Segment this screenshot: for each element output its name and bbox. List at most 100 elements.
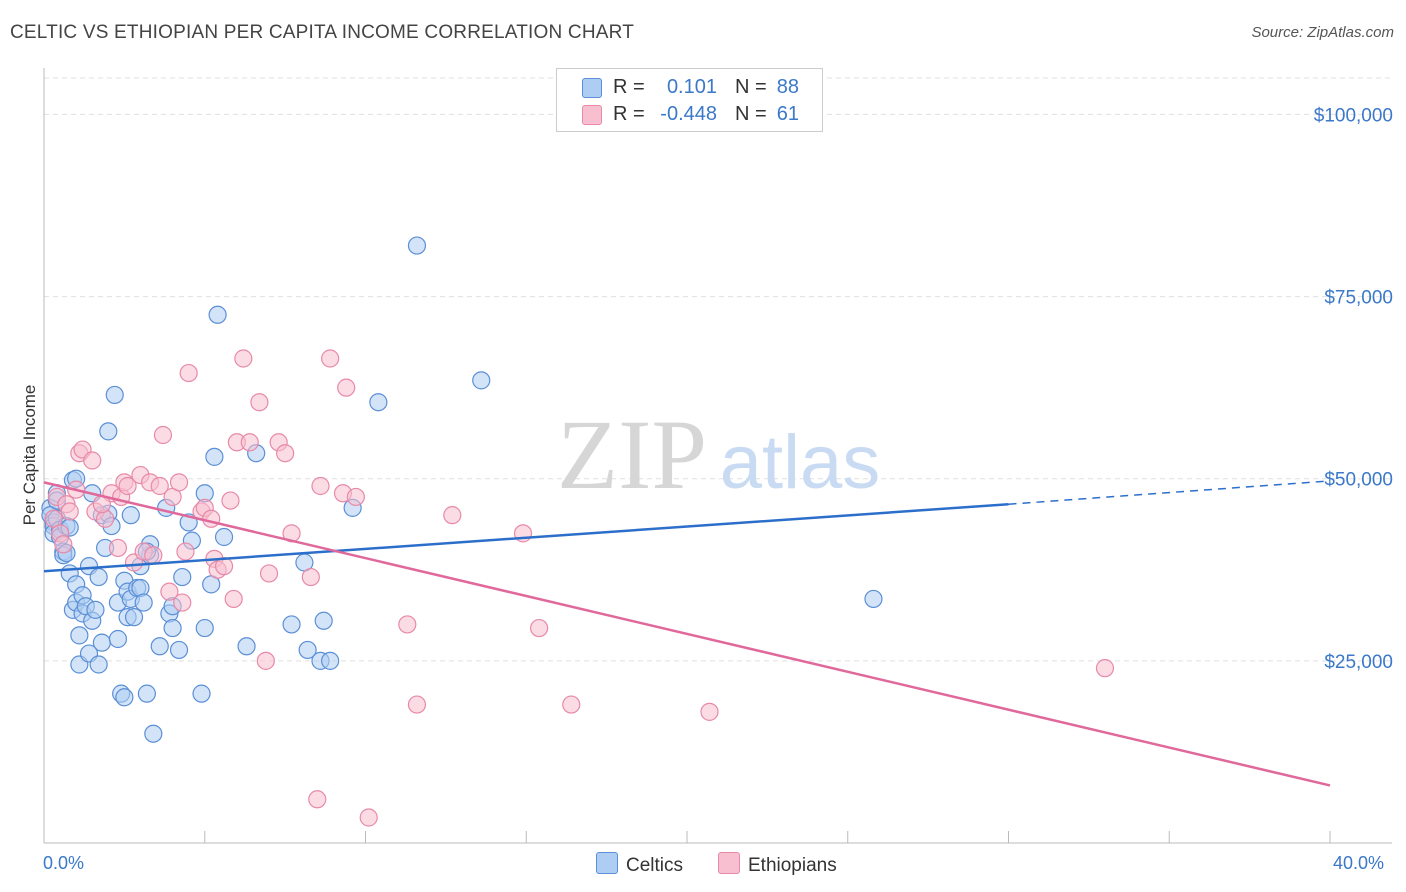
axes-layer [43, 68, 1392, 844]
ethiopians-point-5 [60, 502, 79, 521]
celtics-point-37 [99, 422, 118, 441]
celtics-point-58 [150, 637, 169, 656]
bottom-legend-ethiopians: Ethiopians [718, 852, 837, 877]
y-tick-label-1: $50,000 [1324, 470, 1393, 491]
celtics-point-78 [298, 640, 317, 660]
ethiopians-point-43 [259, 564, 279, 583]
ethiopians-point-22 [150, 476, 169, 496]
ethiopians-point-60 [562, 695, 581, 714]
legend-n-value: 61 [776, 103, 799, 125]
y-axis-label: Per Capita Income [20, 384, 39, 526]
ethiopians-point-45 [276, 444, 295, 463]
celtics-trend-extension [1008, 480, 1331, 505]
celtics-point-41 [108, 629, 128, 649]
ethiopians-point-59 [530, 618, 549, 638]
celtics-point-84 [407, 236, 427, 255]
legend-row-ethiopians: R = -0.448 N = 61 [557, 101, 822, 129]
watermark: ZIP atlas [557, 399, 880, 510]
ethiopians-point-21 [144, 546, 163, 565]
celtics-point-85 [472, 371, 491, 390]
celtics-point-31 [89, 567, 108, 587]
celtics-point-72 [208, 305, 227, 324]
celtics-point-80 [314, 611, 333, 630]
celtics-trend-line [43, 502, 1009, 573]
ethiopians-point-36 [221, 491, 240, 510]
ethiopians-point-9 [83, 451, 102, 470]
celtics-point-53 [134, 593, 153, 612]
celtics-point-62 [163, 618, 182, 638]
x-tick-label-max: 40.0% [1333, 853, 1385, 873]
legend-r-label: R = [613, 103, 645, 125]
ethiopians-point-26 [169, 473, 189, 492]
bottom-legend-swatch-celtics [596, 852, 618, 874]
x-tick-label-min: 0.0% [43, 853, 85, 873]
celtics-point-64 [173, 567, 192, 587]
ethiopians-point-62 [1095, 659, 1115, 678]
ethiopians-point-41 [250, 393, 269, 412]
legend-row-celtics: R = 0.101 N = 88 [557, 74, 822, 102]
bottom-legend-label-celtics: Celtics [626, 855, 684, 876]
ethiopians-point-54 [359, 808, 378, 827]
ethiopians-point-3 [54, 535, 73, 554]
celtics-point-83 [369, 393, 388, 412]
watermark-zip: ZIP [557, 399, 707, 510]
chart-source: Source: ZipAtlas.com [1251, 24, 1394, 41]
celtics-point-43 [115, 688, 134, 707]
ethiopians-point-42 [256, 651, 275, 670]
y-tick-label-3: $100,000 [1314, 105, 1393, 126]
legend-r-value: -0.448 [660, 103, 717, 125]
celtics-point-81 [321, 651, 340, 670]
ethiopians-point-28 [176, 542, 195, 561]
bottom-legend-celtics: Celtics [596, 852, 683, 877]
ethiopians-point-49 [311, 476, 330, 496]
ethiopians-point-53 [346, 487, 365, 507]
celtics-point-67 [192, 684, 211, 703]
ethiopians-point-52 [337, 378, 356, 397]
ethiopians-point-39 [234, 349, 253, 368]
ethiopians-point-47 [301, 567, 320, 587]
ethiopians-trend-line [43, 481, 1331, 787]
legend-n-label: N = [735, 76, 767, 98]
y-tick-label-2: $75,000 [1324, 288, 1393, 309]
ethiopians-point-16 [118, 476, 137, 496]
celtics-point-57 [144, 724, 163, 743]
chart-title: CELTIC VS ETHIOPIAN PER CAPITA INCOME CO… [10, 22, 635, 43]
y-tick-label-0: $25,000 [1324, 652, 1393, 673]
celtics-point-34 [92, 633, 111, 652]
legend-n-value: 88 [776, 76, 799, 98]
ethiopians-point-27 [173, 593, 192, 612]
celtics-point-73 [214, 527, 234, 547]
legend-n-label: N = [735, 103, 767, 125]
celtics-point-32 [89, 655, 108, 674]
celtics-point-71 [205, 447, 224, 466]
legend-swatch-ethiopians [582, 105, 602, 125]
celtics-point-54 [137, 684, 156, 703]
legend-swatch-celtics [582, 78, 602, 98]
ethiopians-point-50 [321, 349, 340, 368]
ethiopians-point-40 [240, 433, 259, 452]
celtics-point-30 [86, 600, 105, 619]
celtics-point-63 [169, 640, 189, 660]
celtics-point-49 [124, 608, 144, 627]
points-layer [41, 236, 1115, 827]
watermark-atlas: atlas [720, 420, 881, 505]
celtics-point-86 [864, 589, 883, 609]
bottom-legend-swatch-ethiopians [718, 852, 740, 874]
ethiopians-point-37 [224, 589, 243, 609]
ethiopians-point-48 [308, 790, 327, 809]
ethiopians-point-61 [700, 702, 719, 721]
trend-layer [43, 480, 1331, 787]
correlation-legend: R = 0.101 N = 88 R = -0.448 N = 61 [556, 68, 823, 132]
ethiopians-point-55 [398, 615, 417, 634]
celtics-point-69 [195, 618, 214, 638]
celtics-point-47 [121, 506, 140, 525]
legend-r-label: R = [613, 76, 645, 98]
ethiopians-point-13 [108, 538, 128, 558]
ethiopians-point-57 [443, 506, 462, 525]
celtics-point-22 [70, 626, 89, 645]
celtics-point-39 [105, 385, 124, 405]
grid-layer [44, 77, 1392, 662]
celtics-point-74 [237, 637, 256, 656]
ethiopians-point-56 [407, 695, 427, 714]
